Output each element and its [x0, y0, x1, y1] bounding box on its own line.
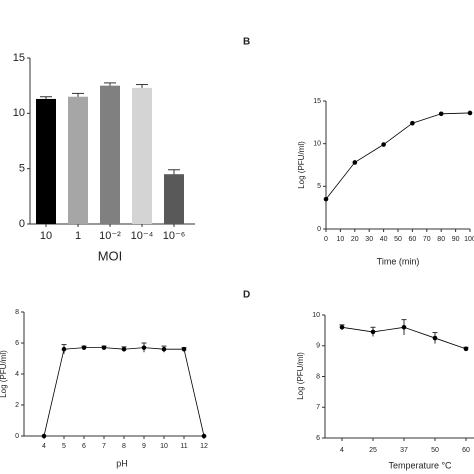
x-tick-label: 20 — [351, 236, 359, 243]
y-tick-label: 0 — [15, 433, 19, 440]
y-tick-label: 0 — [317, 226, 321, 233]
x-axis-label: pH — [116, 458, 128, 468]
line — [325, 112, 471, 200]
point — [370, 329, 376, 335]
point — [201, 433, 207, 439]
x-tick-label: 4 — [340, 447, 344, 454]
y-tick-label: 5 — [317, 183, 321, 190]
x-tick-label: 10 — [40, 230, 52, 242]
point — [432, 335, 438, 341]
bar — [100, 85, 120, 225]
y-tick-label: 10 — [13, 107, 25, 119]
x-tick-label: 50 — [431, 447, 439, 454]
point — [323, 196, 329, 202]
point — [467, 110, 473, 116]
bar — [68, 96, 88, 224]
x-tick-label: 1 — [75, 230, 81, 242]
x-tick-label: 50 — [394, 236, 402, 243]
point — [41, 433, 47, 439]
y-tick-label: 8 — [316, 373, 320, 380]
y-tick-label: 8 — [15, 309, 19, 316]
y-tick-label: 9 — [316, 343, 320, 350]
point — [410, 120, 415, 126]
x-tick-label: 70 — [423, 236, 431, 243]
x-tick-label: 10⁻⁶ — [163, 230, 186, 242]
bar — [164, 174, 184, 224]
panel-label: B — [243, 37, 250, 48]
y-tick-label: 2 — [15, 402, 19, 409]
x-axis-label: Temperature °C — [388, 460, 452, 470]
point — [141, 345, 147, 350]
x-tick-label: 10⁻² — [99, 230, 121, 242]
panel-label: D — [243, 290, 250, 301]
x-tick-label: 10 — [160, 443, 168, 450]
y-tick-label: 15 — [313, 98, 321, 105]
point — [81, 345, 87, 350]
x-tick-label: 0 — [324, 236, 328, 243]
point — [121, 346, 127, 352]
x-tick-label: 11 — [180, 443, 187, 450]
x-tick-label: 90 — [452, 236, 460, 243]
line — [43, 347, 205, 437]
point — [401, 325, 407, 330]
point — [161, 346, 167, 352]
x-tick-label: 37 — [400, 447, 408, 454]
bar — [36, 98, 56, 224]
x-tick-label: 6 — [82, 443, 86, 450]
x-tick-label: 9 — [142, 443, 146, 450]
x-tick-label: 10⁻⁴ — [131, 230, 154, 242]
point — [381, 142, 386, 147]
x-tick-label: 100 — [464, 236, 474, 243]
x-tick-label: 5 — [62, 443, 66, 450]
y-tick-label: 10 — [312, 312, 320, 319]
x-tick-label: 25 — [369, 447, 377, 454]
x-tick-label: 80 — [437, 236, 445, 243]
x-tick-label: 4 — [42, 443, 46, 450]
y-tick-label: 5 — [19, 163, 25, 175]
x-tick-label: 12 — [200, 443, 208, 450]
x-tick-label: 8 — [122, 443, 126, 450]
x-tick-label: 40 — [380, 236, 388, 243]
x-axis-label: Time (min) — [377, 256, 420, 266]
y-axis-label: Log (PFU/ml) — [297, 141, 306, 189]
y-tick-label: 7 — [316, 404, 320, 411]
bar — [132, 87, 152, 224]
point — [339, 325, 345, 330]
y-tick-label: 4 — [15, 371, 19, 378]
y-tick-label: 10 — [313, 141, 321, 148]
point — [438, 111, 444, 117]
y-tick-label: 15 — [13, 52, 25, 64]
y-tick-label: 6 — [15, 340, 19, 347]
x-tick-label: 60 — [409, 236, 417, 243]
x-tick-label: 10 — [337, 236, 345, 243]
x-tick-label: 60 — [462, 447, 470, 454]
point — [101, 345, 107, 350]
point — [352, 160, 358, 165]
y-axis-label: Log (PFU/ml) — [296, 352, 305, 400]
y-tick-label: 0 — [19, 218, 25, 230]
point — [61, 346, 67, 352]
y-axis-label: Log (PFU/ml) — [0, 350, 8, 398]
x-axis-label: MOI — [98, 248, 123, 263]
x-tick-label: 30 — [365, 236, 373, 243]
point — [181, 346, 187, 352]
point — [463, 346, 469, 352]
x-tick-label: 7 — [102, 443, 106, 450]
y-tick-label: 6 — [316, 435, 320, 442]
